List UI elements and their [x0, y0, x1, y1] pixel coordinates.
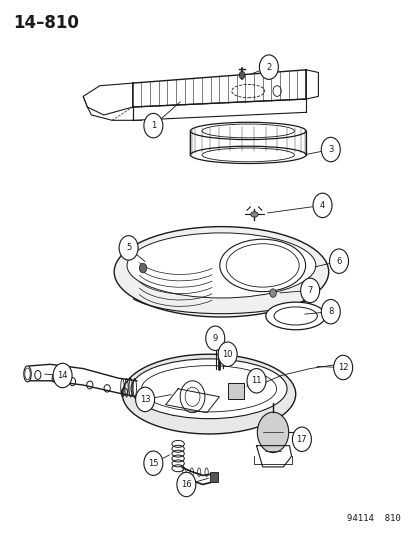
Text: 2: 2 [266, 63, 271, 71]
Text: 14: 14 [57, 371, 68, 380]
Text: 5: 5 [126, 244, 131, 253]
Circle shape [300, 278, 319, 303]
Circle shape [176, 472, 195, 497]
Circle shape [53, 364, 72, 387]
Ellipse shape [273, 307, 317, 325]
Text: 14–810: 14–810 [13, 14, 79, 32]
Ellipse shape [219, 239, 305, 292]
Bar [227, 383, 244, 399]
Text: 9: 9 [212, 334, 217, 343]
Text: 94114  810: 94114 810 [347, 514, 400, 523]
Ellipse shape [250, 212, 258, 217]
Ellipse shape [122, 354, 295, 434]
Text: 6: 6 [335, 257, 341, 265]
Circle shape [329, 249, 348, 273]
Text: 1: 1 [150, 121, 156, 130]
Text: 12: 12 [337, 363, 348, 372]
Circle shape [312, 193, 331, 217]
Ellipse shape [190, 146, 305, 164]
Text: 4: 4 [319, 201, 324, 210]
Circle shape [119, 236, 138, 260]
Ellipse shape [141, 366, 276, 412]
Text: 3: 3 [328, 145, 332, 154]
Text: 11: 11 [251, 376, 261, 385]
Circle shape [269, 289, 275, 297]
Circle shape [144, 114, 162, 138]
Circle shape [333, 356, 352, 379]
Ellipse shape [114, 227, 328, 317]
Circle shape [320, 300, 339, 324]
Circle shape [247, 368, 266, 393]
Circle shape [257, 412, 288, 453]
Text: 13: 13 [140, 395, 150, 404]
Circle shape [139, 263, 146, 273]
Circle shape [259, 55, 278, 79]
Text: 10: 10 [222, 350, 233, 359]
Text: 8: 8 [328, 307, 332, 316]
Text: 16: 16 [180, 480, 191, 489]
Circle shape [320, 138, 339, 162]
Ellipse shape [24, 366, 31, 382]
Ellipse shape [190, 122, 305, 140]
Circle shape [218, 342, 237, 367]
Ellipse shape [265, 302, 325, 330]
Circle shape [135, 387, 154, 411]
Circle shape [205, 326, 224, 351]
Circle shape [144, 451, 162, 475]
Text: 17: 17 [296, 435, 306, 444]
Circle shape [292, 427, 311, 451]
Ellipse shape [127, 233, 315, 298]
Text: 7: 7 [307, 286, 312, 295]
Bar [209, 472, 218, 482]
Circle shape [239, 71, 244, 79]
Ellipse shape [131, 359, 286, 419]
Text: 15: 15 [148, 459, 158, 467]
